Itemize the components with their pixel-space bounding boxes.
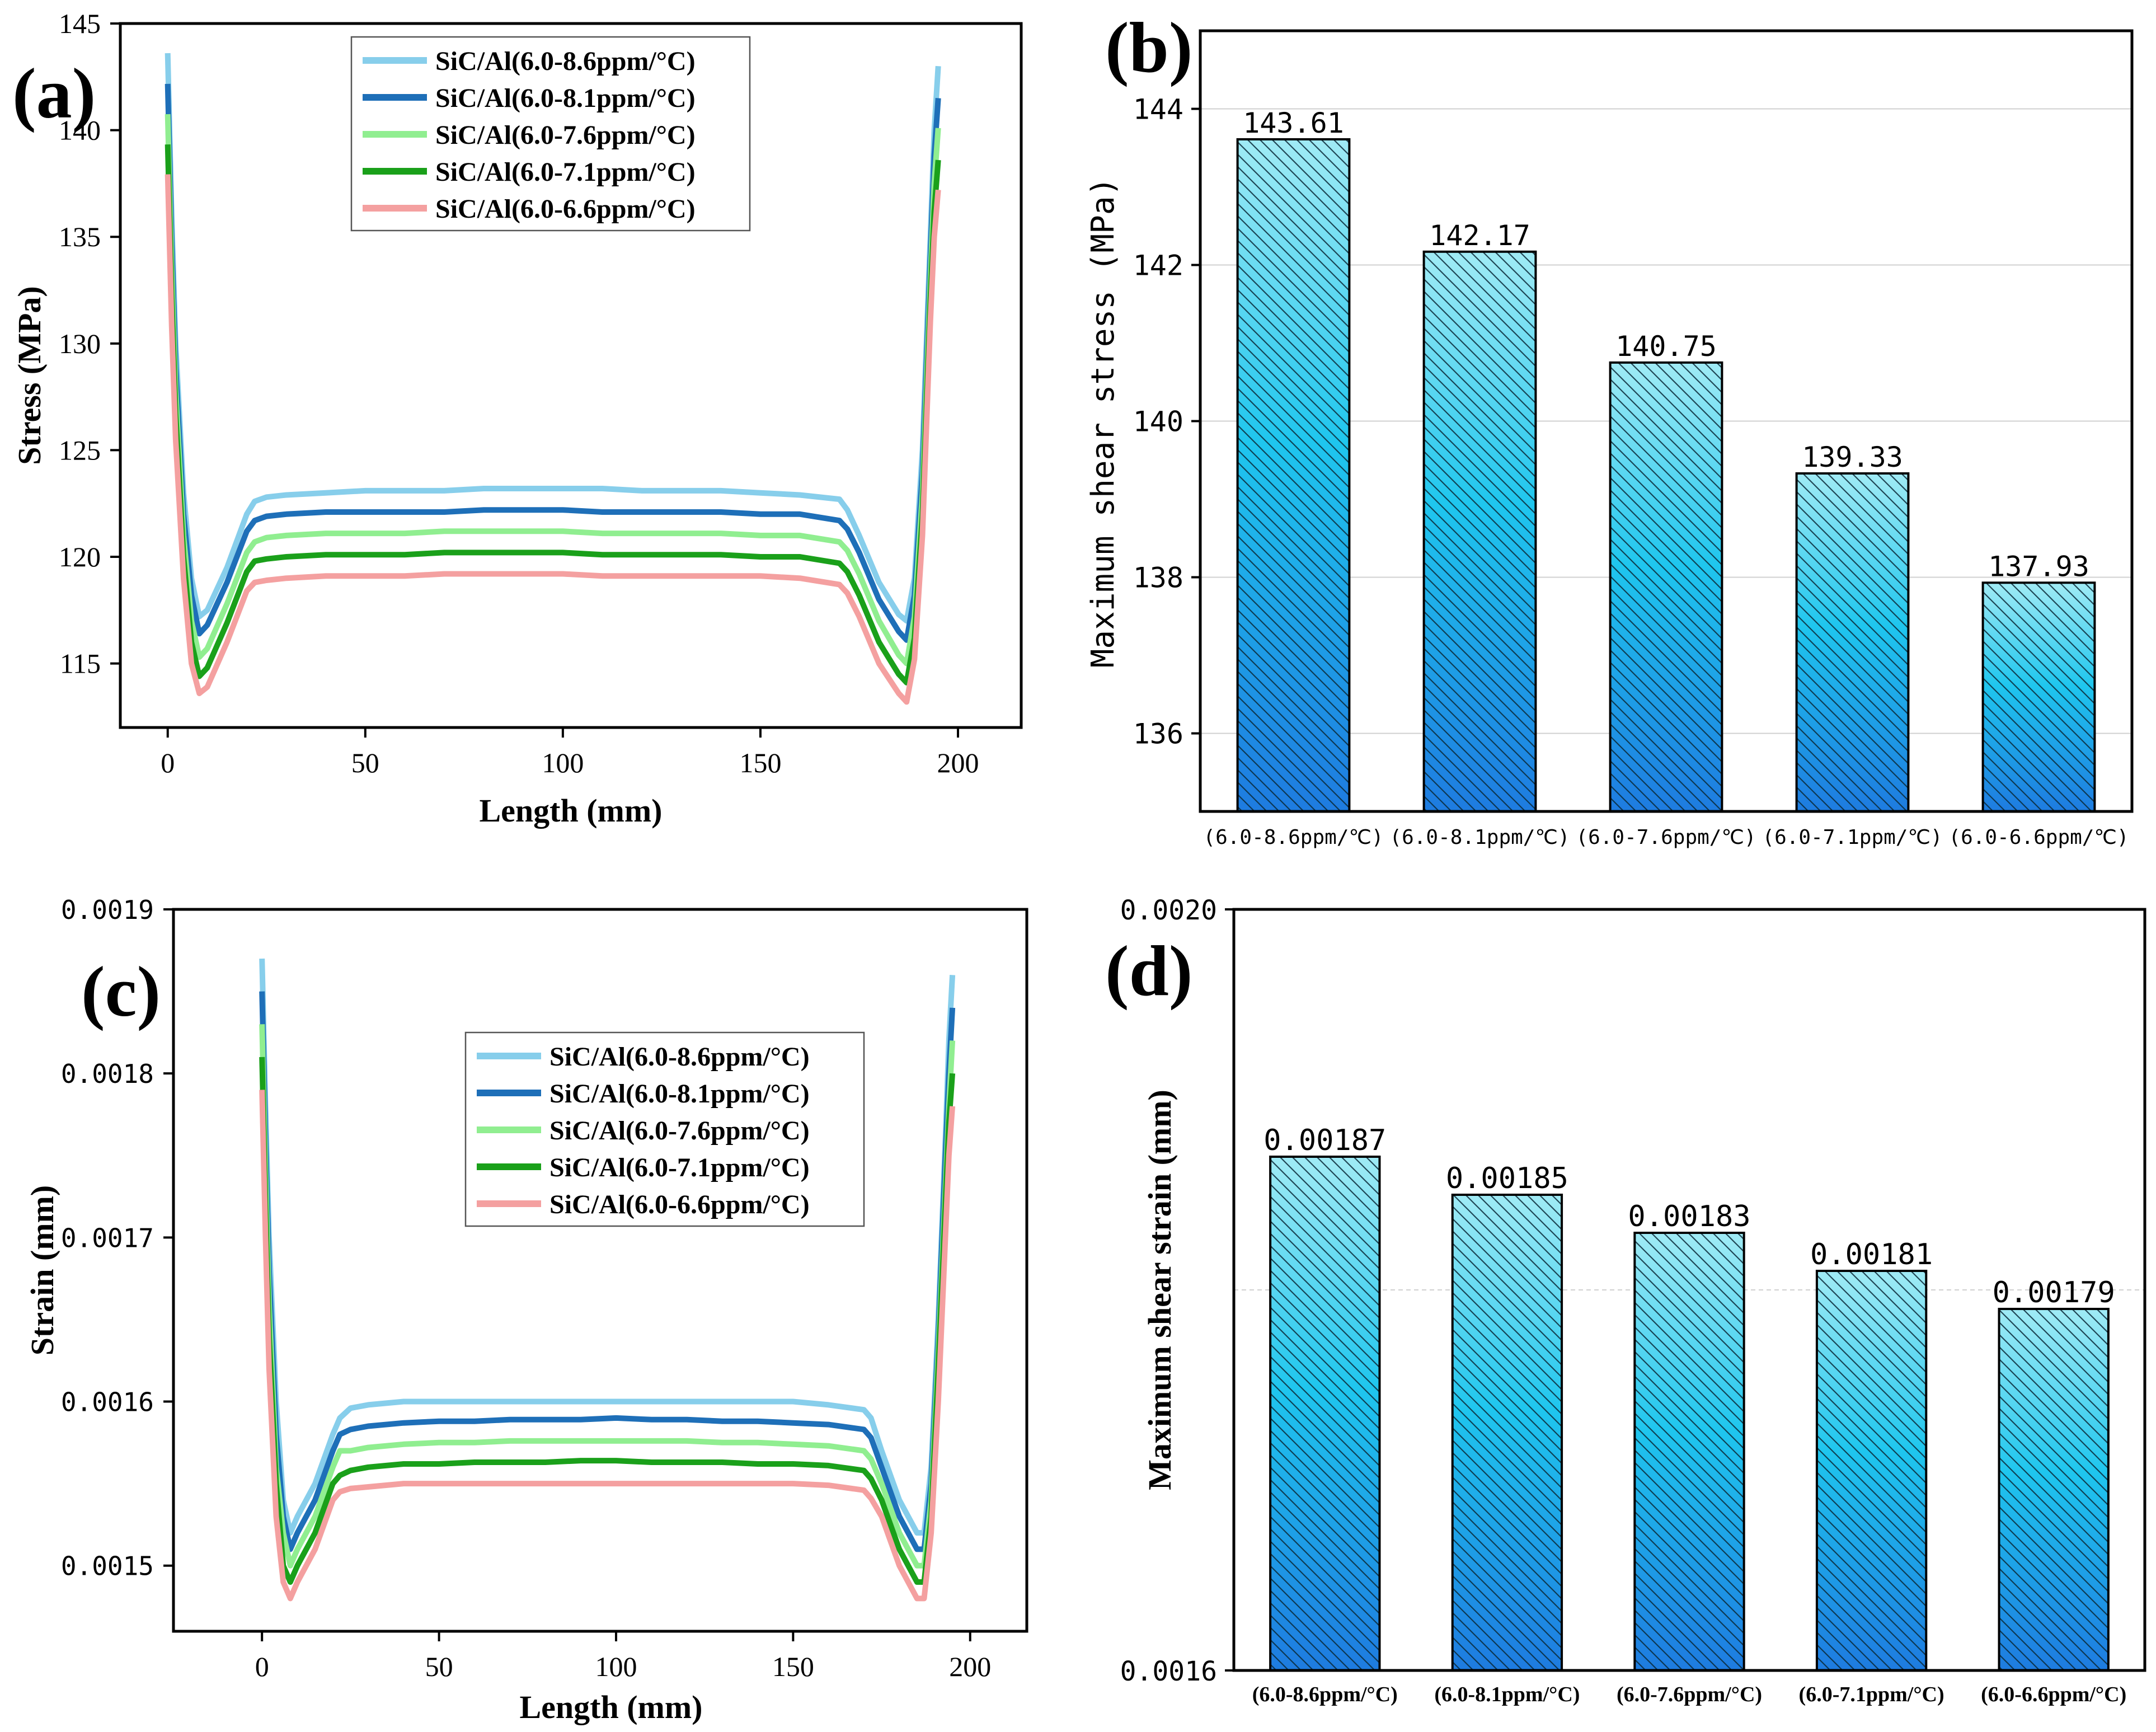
y-tick-label-c: 0.0018 bbox=[61, 1059, 154, 1089]
legend-label-s81-c: SiC/Al(6.0-8.1ppm/°C) bbox=[549, 1079, 810, 1109]
series-line-s86-c bbox=[259, 958, 956, 1536]
series-line-s66-c bbox=[259, 1090, 956, 1602]
x-axis-label-c: Length (mm) bbox=[519, 1689, 702, 1725]
x-tick-label-a: 200 bbox=[937, 747, 979, 778]
y-tick-label-a: 115 bbox=[60, 648, 101, 679]
bar-outline-d bbox=[1815, 1270, 1928, 1672]
y-axis-label-c: Strain (mm) bbox=[24, 1185, 60, 1355]
series-line-s66-a bbox=[165, 174, 941, 705]
series-line-s81-a bbox=[165, 83, 941, 643]
bar-outline-b bbox=[1795, 472, 1910, 813]
y-tick-label-d: 0.0020 bbox=[1120, 895, 1217, 926]
legend-label-s76-c: SiC/Al(6.0-7.6ppm/°C) bbox=[549, 1116, 810, 1146]
bar-outline-d bbox=[1633, 1232, 1745, 1672]
bar-outline-b bbox=[1236, 138, 1351, 813]
series-line-s76-c bbox=[259, 1024, 956, 1569]
bar-outline-d bbox=[1269, 1156, 1381, 1672]
x-tick-label-a: 50 bbox=[351, 747, 379, 778]
y-tick-label-c: 0.0019 bbox=[61, 895, 154, 925]
bar-value-label-d: 0.00181 bbox=[1810, 1238, 1933, 1271]
y-tick-label-a: 140 bbox=[59, 115, 101, 146]
series-line-s86-a bbox=[165, 53, 941, 624]
bar-value-label-b: 142.17 bbox=[1429, 219, 1530, 252]
y-tick-label-a: 125 bbox=[59, 434, 101, 466]
bar-value-label-d: 0.00183 bbox=[1628, 1200, 1750, 1233]
y-tick-label-a: 120 bbox=[59, 541, 101, 572]
category-label-b: (6.0-8.1ppm/℃) bbox=[1389, 826, 1570, 849]
bar-value-label-d: 0.00179 bbox=[1993, 1276, 2115, 1309]
plot-frame-d bbox=[1232, 908, 2146, 1672]
legend-label-s66-c: SiC/Al(6.0-6.6ppm/°C) bbox=[549, 1190, 810, 1219]
bar-value-label-b: 139.33 bbox=[1802, 441, 1903, 473]
bar-value-label-d: 0.00185 bbox=[1446, 1162, 1568, 1195]
panel-b-label: (b) bbox=[1105, 8, 1192, 87]
category-label-d: (6.0-8.6ppm/°C) bbox=[1252, 1683, 1398, 1706]
y-tick-label-c: 0.0017 bbox=[61, 1223, 154, 1253]
y-tick-label-b: 144 bbox=[1133, 93, 1183, 126]
series-line-s81-c bbox=[259, 991, 956, 1552]
panel-d: (d) 0.001870.001850.001830.001810.00179 … bbox=[1105, 895, 2146, 1706]
category-label-b: (6.0-6.6ppm/℃) bbox=[1948, 826, 2129, 849]
legend-label-s76-a: SiC/Al(6.0-7.6ppm/°C) bbox=[435, 120, 696, 150]
category-label-d: (6.0-6.6ppm/°C) bbox=[1981, 1683, 2126, 1706]
bar-outline-b bbox=[1981, 581, 2096, 813]
legend-label-s66-a: SiC/Al(6.0-6.6ppm/°C) bbox=[435, 194, 696, 224]
panel-c: (c) 0 50 100 150 200 0.0015 0.0016 0.0017 0.0018… bbox=[24, 895, 1028, 1725]
x-tick-label-c: 200 bbox=[949, 1651, 991, 1682]
x-axis-label-a: Length (mm) bbox=[479, 792, 662, 829]
bar-outline-b bbox=[1609, 361, 1723, 813]
x-tick-label-c: 150 bbox=[772, 1651, 814, 1682]
x-tick-label-a: 150 bbox=[739, 747, 781, 778]
panel-d-label: (d) bbox=[1105, 931, 1192, 1011]
y-tick-label-a: 130 bbox=[59, 328, 101, 359]
plot-frame-a bbox=[119, 22, 1023, 729]
x-tick-label-c: 0 bbox=[255, 1651, 269, 1682]
bar-value-label-b: 137.93 bbox=[1988, 550, 2089, 583]
panel-a-label: (a) bbox=[12, 54, 96, 133]
plot-frame-c bbox=[172, 908, 1028, 1633]
bar-value-label-b: 140.75 bbox=[1615, 330, 1717, 363]
bar-outline-d bbox=[1451, 1194, 1563, 1672]
legend-label-s86-a: SiC/Al(6.0-8.6ppm/°C) bbox=[435, 46, 696, 76]
x-tick-label-c: 50 bbox=[425, 1651, 453, 1682]
series-line-s76-a bbox=[165, 114, 941, 666]
y-axis-label-d: Maximum shear strain (mm) bbox=[1142, 1090, 1178, 1490]
bar-value-label-b: 143.61 bbox=[1243, 107, 1344, 139]
category-label-b: (6.0-7.6ppm/℃) bbox=[1576, 826, 1756, 849]
y-tick-label-b: 136 bbox=[1133, 718, 1183, 750]
category-label-b: (6.0-7.1ppm/℃) bbox=[1762, 826, 1942, 849]
legend-label-s71-c: SiC/Al(6.0-7.1ppm/°C) bbox=[549, 1153, 810, 1182]
legend-label-s81-a: SiC/Al(6.0-8.1ppm/°C) bbox=[435, 83, 696, 113]
legend-c: SiC/Al(6.0-8.6ppm/°C) SiC/Al(6.0-8.1ppm/°… bbox=[464, 1031, 865, 1227]
series-line-s71-a bbox=[165, 144, 941, 686]
x-tick-label-c: 100 bbox=[595, 1651, 637, 1682]
panel-b: (b) 143.61 142.17 140.75 139.33 137.93 136 13… bbox=[1085, 8, 2134, 849]
legend-label-s71-a: SiC/Al(6.0-7.1ppm/°C) bbox=[435, 157, 696, 187]
y-tick-label-a: 145 bbox=[59, 8, 101, 39]
bar-value-label-d: 0.00187 bbox=[1263, 1124, 1386, 1157]
category-label-d: (6.0-7.6ppm/°C) bbox=[1617, 1683, 1762, 1706]
series-line-s71-c bbox=[259, 1057, 956, 1585]
bar-outline-b bbox=[1422, 250, 1537, 813]
panel-a: (a) 0 50 100 150 200 115 120 125 130 135 140 145 Le… bbox=[11, 8, 1023, 829]
y-tick-label-d: 0.0016 bbox=[1120, 1656, 1217, 1687]
y-tick-label-b: 138 bbox=[1133, 562, 1183, 594]
y-tick-label-a: 135 bbox=[59, 221, 101, 252]
y-axis-label-a: Stress (MPa) bbox=[11, 286, 48, 464]
bar-outline-d bbox=[1998, 1308, 2110, 1672]
y-tick-label-b: 142 bbox=[1133, 250, 1183, 282]
panel-c-label: (c) bbox=[81, 952, 161, 1031]
x-tick-label-a: 100 bbox=[542, 747, 584, 778]
category-label-d: (6.0-8.1ppm/°C) bbox=[1434, 1683, 1580, 1706]
y-tick-label-c: 0.0016 bbox=[61, 1387, 154, 1417]
category-label-d: (6.0-7.1ppm/°C) bbox=[1799, 1683, 1944, 1706]
x-tick-label-a: 0 bbox=[161, 747, 175, 778]
category-label-b: (6.0-8.6ppm/℃) bbox=[1203, 826, 1383, 849]
y-tick-label-b: 140 bbox=[1133, 406, 1183, 438]
y-tick-label-c: 0.0015 bbox=[61, 1551, 154, 1581]
legend-label-s86-c: SiC/Al(6.0-8.6ppm/°C) bbox=[549, 1042, 810, 1072]
legend-a: SiC/Al(6.0-8.6ppm/°C) SiC/Al(6.0-8.1ppm/°… bbox=[350, 36, 751, 232]
y-axis-label-b: Maximum shear stress (MPa) bbox=[1085, 177, 1121, 668]
